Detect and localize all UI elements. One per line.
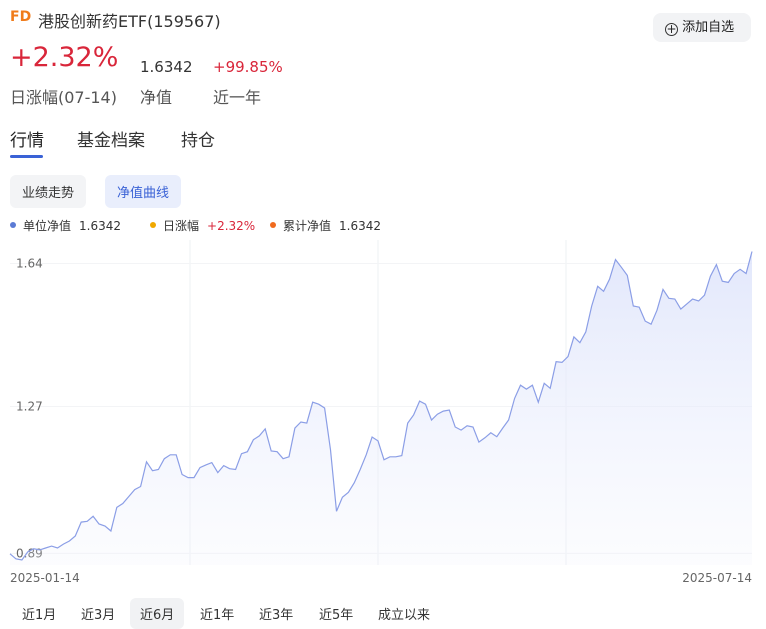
x-tick-label: 2025-01-14 xyxy=(10,571,80,585)
stat-value: +2.32% xyxy=(10,42,119,73)
legend-value: +2.32% xyxy=(207,219,256,233)
stat-label: 日涨幅(07-14) xyxy=(10,88,117,107)
range-button[interactable]: 近3年 xyxy=(259,608,294,623)
stat-label: 净值 xyxy=(140,88,173,107)
line xyxy=(9,251,753,561)
range-button[interactable]: 近6月 xyxy=(130,598,185,629)
legend-name: 日涨幅 xyxy=(163,219,200,233)
y-tick-label: 1.64 xyxy=(16,256,43,270)
range-button[interactable]: 近1月 xyxy=(22,608,57,623)
tab[interactable]: 基金档案 xyxy=(77,131,145,151)
legend-item: 累计净值 1.6342 xyxy=(270,217,381,234)
legend-dot xyxy=(270,222,276,228)
add-watch-label: 添加自选 xyxy=(682,20,735,35)
y-tick-label: 1.27 xyxy=(16,400,43,414)
stat-value: 1.6342 xyxy=(140,58,193,76)
range-button[interactable]: 成立以来 xyxy=(378,608,431,623)
logo: FD xyxy=(10,9,32,25)
range-button[interactable]: 近5年 xyxy=(319,608,354,623)
area xyxy=(10,251,752,565)
tab[interactable]: 行情 xyxy=(10,131,44,151)
legend-dot xyxy=(150,222,156,228)
legend-dot xyxy=(10,222,16,228)
legend-value: 1.6342 xyxy=(79,219,122,233)
tab[interactable]: 持仓 xyxy=(181,131,215,151)
legend-item: 单位净值 1.6342 xyxy=(10,217,121,234)
legend-name: 单位净值 xyxy=(23,219,72,233)
add-watch-button[interactable]: + 添加自选 xyxy=(653,13,751,42)
stat-value: +99.85% xyxy=(213,58,283,76)
fund-title: 港股创新药ETF(159567) xyxy=(38,12,221,31)
plus-icon: + xyxy=(665,22,678,36)
legend-value: 1.6342 xyxy=(339,219,382,233)
tab-underline xyxy=(10,155,43,158)
range-button[interactable]: 近1年 xyxy=(200,608,235,623)
mode-button[interactable]: 业绩走势 xyxy=(10,175,87,208)
x-tick-label: 2025-07-14 xyxy=(682,571,752,585)
range-button[interactable]: 近3月 xyxy=(81,608,116,623)
mode-button[interactable]: 净值曲线 xyxy=(105,175,182,208)
legend-name: 累计净值 xyxy=(283,219,332,233)
legend-item: 日涨幅 +2.32% xyxy=(150,217,255,234)
stat-label: 近一年 xyxy=(213,88,262,107)
